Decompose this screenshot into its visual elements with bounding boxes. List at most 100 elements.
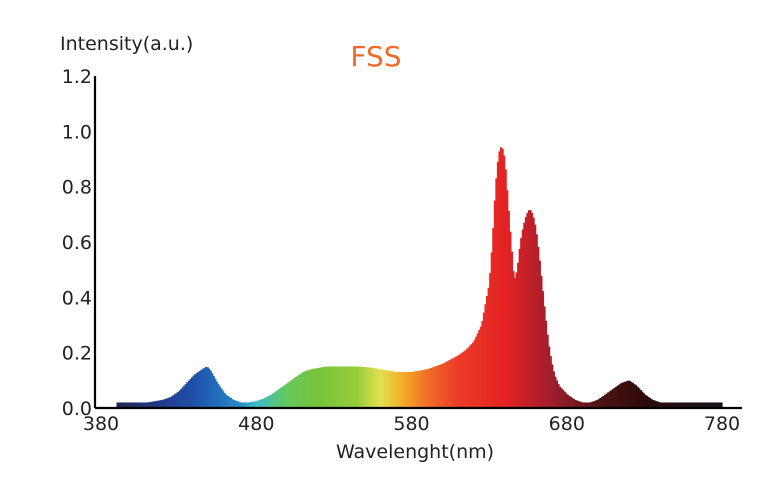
spectrum-bar — [718, 402, 722, 408]
spectrum-bar — [434, 366, 437, 408]
spectrum-bar — [701, 402, 704, 408]
spectrum-bar — [173, 394, 177, 408]
spectrum-bar — [659, 402, 663, 408]
spectrum-bar — [420, 370, 423, 408]
x-tick-label: 480 — [238, 413, 274, 435]
spectrum-bar — [599, 398, 602, 408]
spectrum-bar — [560, 388, 563, 408]
spectrum-bar — [554, 376, 557, 408]
spectrum-bar — [545, 320, 548, 408]
spectrum-bar — [596, 399, 599, 408]
spectrum-bar — [240, 402, 243, 408]
x-tick-label: 580 — [393, 413, 429, 435]
spectrum-bar — [388, 370, 391, 408]
spectrum-bar — [197, 372, 200, 408]
y-tick-label: 1.2 — [62, 66, 92, 88]
spectrum-bar — [622, 382, 625, 408]
spectrum-bar — [633, 384, 636, 408]
spectrum-bar — [635, 385, 638, 408]
spectrum-bar — [600, 396, 604, 408]
spectrum-bar — [324, 366, 327, 408]
spectrum-bar — [274, 391, 278, 408]
spectrum-bar — [641, 391, 644, 408]
spectrum-bar — [178, 390, 181, 408]
spectrum-bar — [119, 402, 122, 408]
spectrum-bar — [139, 402, 142, 408]
spectrum-bar — [200, 369, 203, 408]
y-axis-ticks: 0.0 0.2 0.4 0.6 0.8 1.0 1.2 — [62, 66, 92, 420]
spectrum-bar — [638, 388, 641, 408]
spectrum-bar — [591, 401, 594, 408]
spectrum-bar — [409, 372, 413, 408]
spectrum-bar — [673, 402, 677, 408]
spectrum-bar — [211, 373, 214, 408]
spectrum-bar — [441, 364, 444, 408]
spectrum-bar — [548, 346, 551, 408]
spectrum-bar — [414, 371, 417, 408]
spectrum-bar — [439, 364, 442, 408]
spectrum-bar — [118, 402, 121, 408]
spectrum-bar — [403, 372, 406, 408]
spectrum-bar — [422, 369, 425, 408]
spectrum-bar — [476, 333, 479, 408]
spectrum-bar — [486, 295, 489, 408]
spectrum-bar — [690, 402, 694, 408]
spectrum-bar — [220, 388, 223, 408]
spectrum-bar — [358, 366, 361, 408]
spectrum-bar — [229, 398, 233, 408]
spectrum-bar — [574, 399, 577, 408]
spectrum-bar — [555, 380, 559, 408]
spectrum-bar — [138, 402, 141, 408]
spectrum-bar — [499, 147, 503, 409]
spectrum-bar — [501, 148, 504, 409]
spectrum-bar — [268, 395, 271, 408]
spectrum-bar — [586, 402, 590, 408]
spectrum-bar — [496, 161, 500, 408]
spectrum-bar — [515, 272, 518, 408]
spectrum-bar — [470, 344, 473, 408]
spectrum-bar — [158, 400, 161, 408]
spectrum-bar — [442, 363, 445, 408]
spectrum-bar — [189, 378, 192, 408]
spectrum-bar — [201, 368, 205, 408]
spectrum-bar — [392, 371, 396, 408]
spectrum-bar — [419, 370, 422, 408]
spectrum-bar — [703, 402, 706, 408]
spectrum-bar — [714, 402, 717, 408]
spectrum-bar — [687, 402, 690, 408]
spectrum-bar — [248, 402, 251, 408]
spectrum-bar — [411, 371, 414, 408]
spectrum-bar — [459, 353, 462, 408]
spectrum-bar — [239, 402, 242, 408]
spectrum-bar — [214, 378, 217, 408]
spectrum-bar — [181, 387, 184, 408]
spectrum-bar — [613, 388, 616, 408]
spectrum-bar — [279, 388, 282, 408]
spectrum-bar — [186, 382, 189, 408]
spectrum-bar — [649, 398, 652, 408]
spectrum-bar — [576, 400, 579, 408]
spectrum-bar — [579, 401, 582, 408]
spectrum-bar — [663, 402, 666, 408]
spectrum-bar — [481, 320, 484, 408]
spectrum-bar — [619, 383, 622, 408]
spectrum-bar — [468, 345, 472, 408]
spectrum-bar — [408, 372, 411, 408]
spectrum-bar — [680, 402, 683, 408]
spectrum-bar — [417, 370, 420, 408]
spectrum-bar — [538, 260, 541, 408]
spectrum-bar — [364, 367, 368, 408]
spectrum-bar — [479, 326, 482, 408]
spectrum-bar — [177, 391, 180, 408]
spectrum-bar — [397, 372, 400, 408]
spectrum-bar — [658, 402, 661, 408]
spectrum-bar — [215, 381, 219, 408]
spectrum-bar — [270, 394, 273, 408]
spectrum-bar — [661, 402, 664, 408]
spectrum-bar — [152, 401, 155, 408]
spectrum-bar — [582, 402, 585, 408]
spectrum-bar — [402, 372, 405, 408]
spectrum-bar — [121, 402, 124, 408]
spectrum-bar — [302, 371, 305, 408]
